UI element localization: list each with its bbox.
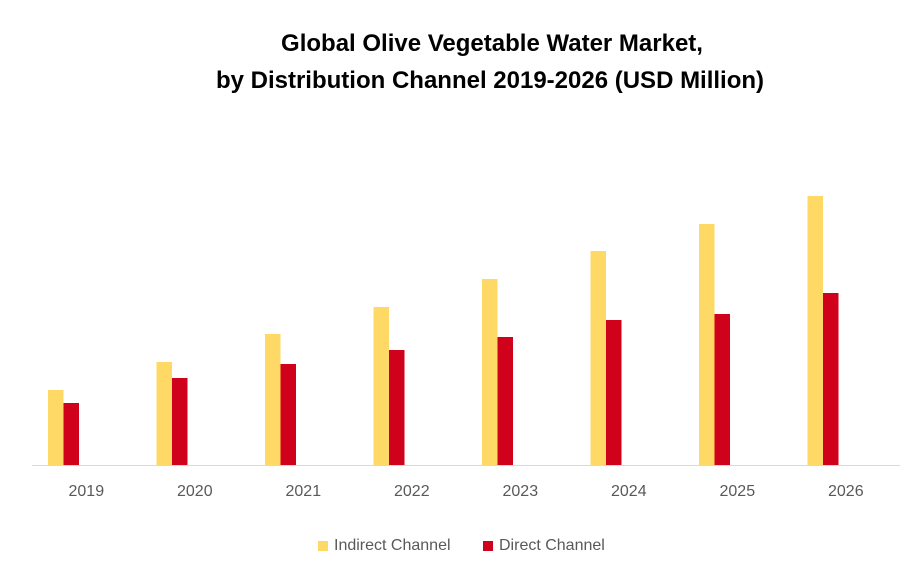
bar-direct-channel-2019 [63, 403, 79, 465]
bar-indirect-channel-2019 [48, 390, 64, 465]
bar-direct-channel-2024 [606, 320, 622, 465]
x-tick-label: 2025 [720, 483, 756, 500]
chart-title: Global Olive Vegetable Water Market, [281, 30, 703, 57]
legend: Indirect Channel Direct Channel [0, 537, 920, 559]
legend-label-indirect: Indirect Channel [334, 537, 451, 554]
bar-indirect-channel-2023 [482, 279, 498, 465]
legend-item-indirect-channel[interactable]: Indirect Channel [318, 537, 451, 555]
bar-direct-channel-2020 [172, 378, 188, 465]
bar-direct-channel-2026 [823, 293, 839, 465]
legend-swatch-indirect [318, 541, 328, 551]
x-tick-label: 2026 [828, 483, 864, 500]
x-tick-label: 2021 [286, 483, 322, 500]
bar-direct-channel-2021 [280, 364, 296, 465]
bar-indirect-channel-2026 [807, 196, 823, 465]
bar-direct-channel-2025 [714, 314, 730, 465]
x-tick-label: 2024 [611, 483, 647, 500]
legend-swatch-direct [483, 541, 493, 551]
x-tick-label: 2022 [394, 483, 430, 500]
bar-indirect-channel-2021 [265, 334, 281, 465]
x-tick-label: 2020 [177, 483, 213, 500]
chart-subtitle: by Distribution Channel 2019-2026 (USD M… [215, 67, 765, 94]
bar-direct-channel-2022 [389, 350, 405, 465]
x-tick-label: 2019 [69, 483, 105, 500]
legend-label-direct: Direct Channel [499, 537, 605, 554]
bar-indirect-channel-2024 [590, 251, 606, 465]
bar-indirect-channel-2020 [156, 362, 172, 465]
bar-indirect-channel-2022 [373, 307, 389, 465]
bars-group [48, 196, 839, 465]
x-tick-labels: 2019 2020 2021 2022 2023 2024 2025 2026 [69, 483, 864, 500]
x-tick-label: 2023 [503, 483, 539, 500]
legend-item-direct-channel[interactable]: Direct Channel [483, 537, 605, 555]
bar-indirect-channel-2025 [699, 224, 715, 465]
bar-direct-channel-2023 [497, 337, 513, 465]
